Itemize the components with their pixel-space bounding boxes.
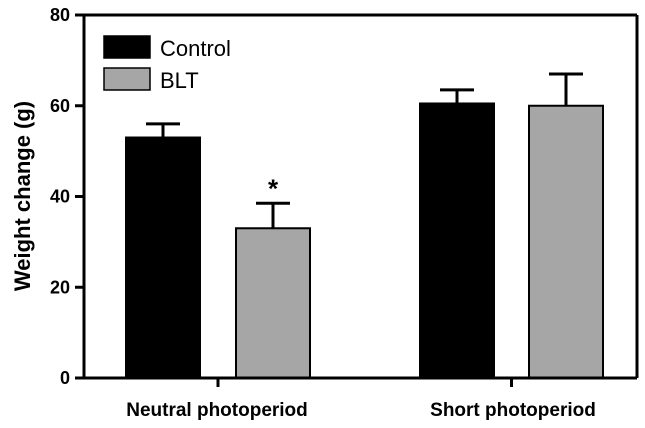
y-axis-ticks: 0 20 40 60 80 [50, 5, 513, 388]
y-axis-title: Weight change (g) [10, 101, 35, 291]
y-tick-label-80: 80 [50, 5, 70, 25]
y-tick-label-20: 20 [50, 277, 70, 297]
legend-swatch-blt [103, 67, 151, 91]
y-tick-label-60: 60 [50, 96, 70, 116]
legend: Control BLT [103, 35, 231, 93]
bar-blt-short [528, 104, 604, 379]
y-tick-label-0: 0 [60, 368, 70, 388]
y-tick-label-40: 40 [50, 187, 70, 207]
significance-marker: * [268, 173, 279, 203]
plot-area: * [125, 72, 604, 379]
x-category-label-short: Short photoperiod [430, 400, 596, 421]
bar-blt-neutral [235, 227, 311, 379]
legend-label-control: Control [160, 36, 231, 61]
bar-control-neutral [125, 136, 201, 379]
bar-control-short [419, 102, 495, 379]
legend-label-blt: BLT [160, 68, 199, 93]
x-category-label-neutral: Neutral photoperiod [126, 400, 308, 421]
legend-swatch-control [103, 35, 151, 59]
